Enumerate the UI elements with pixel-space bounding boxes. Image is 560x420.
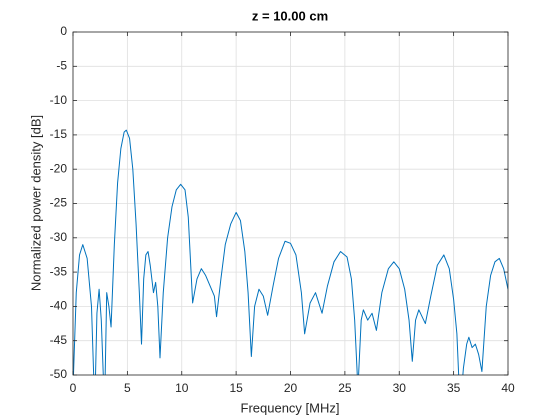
y-tick-label: -50	[50, 367, 68, 381]
y-tick-label: -35	[50, 264, 68, 278]
plot-lines	[73, 129, 508, 375]
x-tick-label: 35	[447, 381, 461, 395]
x-tick-label: 10	[175, 381, 189, 395]
x-tick-label: 30	[393, 381, 407, 395]
y-tick-label: -40	[50, 299, 68, 313]
x-tick-label: 40	[501, 381, 515, 395]
data-line	[73, 129, 508, 375]
y-tick-label: 0	[60, 24, 67, 38]
y-axis-label: Normalized power density [dB]	[28, 115, 43, 291]
x-tick-label: 15	[229, 381, 243, 395]
y-tick-label: -20	[50, 161, 68, 175]
x-tick-label: 0	[70, 381, 77, 395]
y-tick-label: -5	[56, 58, 67, 72]
y-tick-label: -45	[50, 333, 68, 347]
y-tick-label: -25	[50, 196, 68, 210]
x-tick-label: 25	[338, 381, 352, 395]
chart-title: z = 10.00 cm	[252, 8, 328, 23]
x-axis-label: Frequency [MHz]	[241, 400, 340, 415]
y-tick-label: -30	[50, 230, 68, 244]
y-tick-label: -15	[50, 127, 68, 141]
y-tick-label: -10	[50, 93, 68, 107]
x-tick-label: 5	[124, 381, 131, 395]
x-tick-label: 20	[284, 381, 298, 395]
